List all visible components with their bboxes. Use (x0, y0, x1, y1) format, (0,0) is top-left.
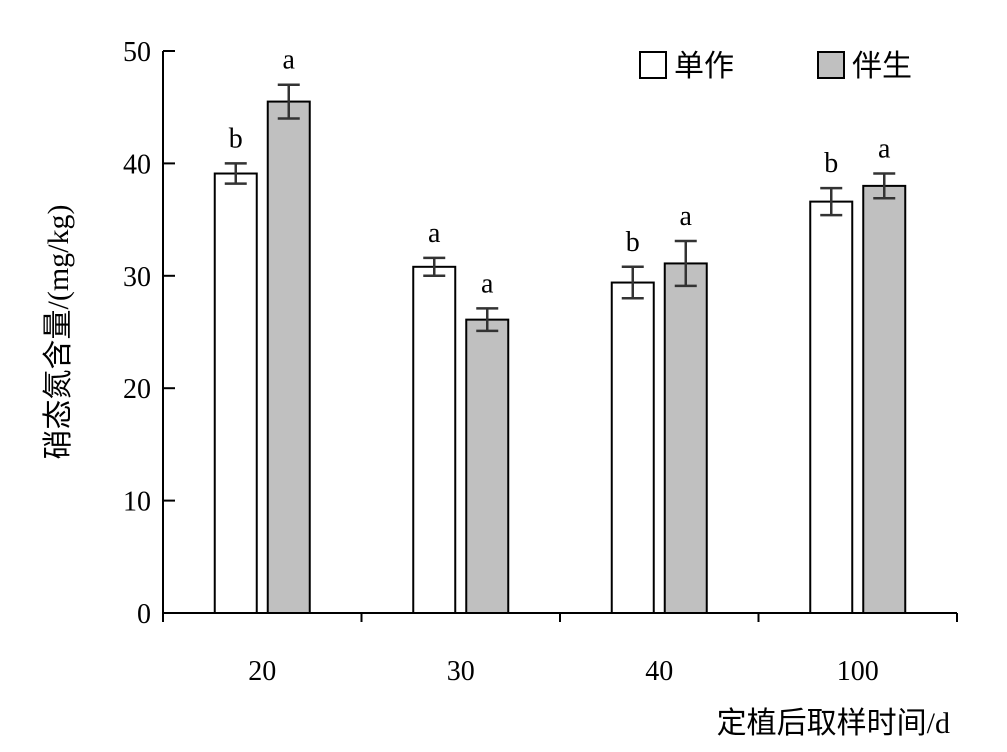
significance-label: a (481, 268, 494, 299)
legend-label: 单作 (674, 50, 734, 83)
bar (663, 262, 708, 614)
legend-swatch (817, 51, 845, 79)
significance-label: b (626, 227, 640, 258)
error-bars (224, 83, 896, 333)
legend: 单作 伴生 (639, 50, 912, 83)
significance-label: b (229, 123, 243, 154)
y-tick-label: 50 (123, 37, 151, 68)
bar (610, 281, 655, 614)
y-tick-label: 40 (123, 149, 151, 180)
y-tick-label: 30 (123, 262, 151, 293)
y-tick-label: 0 (137, 599, 151, 630)
bar (213, 172, 258, 615)
significance-labels: b a a a b a b a (229, 45, 891, 300)
x-axis: 20 30 40 100 (162, 612, 958, 687)
y-axis-title: 硝态氮含量/(mg/kg) (42, 205, 75, 460)
significance-label: b (824, 148, 838, 179)
bar (862, 184, 907, 614)
x-tick-label: 100 (837, 656, 879, 687)
legend-label: 伴生 (852, 50, 912, 83)
significance-label: a (878, 134, 891, 165)
bar (465, 318, 510, 614)
x-tick-label: 40 (645, 656, 673, 687)
x-tick-label: 20 (248, 656, 276, 687)
y-tick-label: 20 (123, 374, 151, 405)
significance-label: a (680, 201, 693, 232)
bars (213, 100, 907, 615)
bar (412, 265, 457, 614)
bar (809, 200, 854, 614)
y-axis: 0 10 20 30 40 50 (123, 37, 175, 630)
bar (266, 100, 311, 615)
x-axis-title: 定植后取样时间/d (717, 707, 950, 740)
significance-label: a (283, 45, 296, 76)
legend-swatch (639, 51, 667, 79)
x-tick-label: 30 (447, 656, 475, 687)
significance-label: a (428, 218, 441, 249)
y-tick-label: 10 (123, 487, 151, 518)
